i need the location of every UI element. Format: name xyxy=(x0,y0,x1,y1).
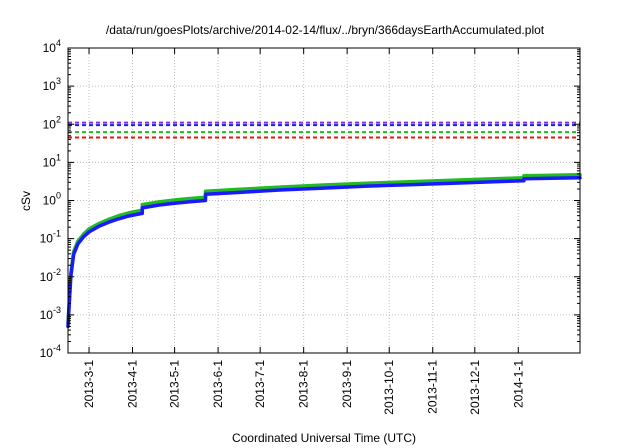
y-tick-exponent: 2 xyxy=(56,114,61,124)
y-tick-label: 102 xyxy=(43,114,61,131)
y-tick-exponent: 3 xyxy=(56,76,61,86)
y-axis-label: cSv xyxy=(19,191,33,211)
threshold-lines xyxy=(68,121,580,139)
x-tick-label: 2013-6-1 xyxy=(211,360,225,408)
x-axis-label: Coordinated Universal Time (UTC) xyxy=(232,431,416,445)
y-tick-label: 10-3 xyxy=(40,305,61,322)
y-tick-exponent: 0 xyxy=(56,191,61,201)
y-tick-exponent: 1 xyxy=(56,152,61,162)
x-tick-label: 2013-7-1 xyxy=(253,360,267,408)
y-tick-exponent: -3 xyxy=(53,305,61,315)
x-tick-label: 2013-5-1 xyxy=(168,360,182,408)
y-tick-label: 10-4 xyxy=(40,343,61,360)
chart-title: /data/run/goesPlots/archive/2014-02-14/f… xyxy=(106,23,545,37)
y-tick-base: 10 xyxy=(40,270,54,284)
y-tick-exponent: -4 xyxy=(53,343,61,353)
x-tick-label: 2013-11-1 xyxy=(426,360,440,414)
x-tick-label: 2014-1-1 xyxy=(511,360,525,408)
y-tick-label: 104 xyxy=(43,38,61,55)
y-tick-base: 10 xyxy=(43,194,57,208)
x-tick-label: 2013-10-1 xyxy=(382,360,396,415)
y-tick-label: 10-1 xyxy=(40,229,61,246)
x-tick-label: 2013-12-1 xyxy=(468,360,482,415)
y-tick-exponent: -2 xyxy=(53,267,61,277)
axis-ticks xyxy=(68,47,580,354)
y-tick-base: 10 xyxy=(40,308,54,322)
y-tick-base: 10 xyxy=(40,232,54,246)
x-tick-label: 2013-9-1 xyxy=(340,360,354,408)
y-tick-base: 10 xyxy=(43,117,57,131)
x-tick-labels: 2013-3-1 2013-4-1 2013-5-1 2013-6-1 2013-7-1… xyxy=(82,360,525,415)
y-tick-label: 101 xyxy=(43,152,61,169)
y-tick-label: 10-2 xyxy=(40,267,61,284)
y-tick-base: 10 xyxy=(40,346,54,360)
series-lines xyxy=(66,172,582,329)
x-tick-label: 2013-3-1 xyxy=(82,360,96,408)
grid xyxy=(68,48,580,353)
series-line xyxy=(66,176,582,329)
y-tick-base: 10 xyxy=(43,79,57,93)
y-tick-label: 103 xyxy=(43,76,61,93)
x-tick-label: 2013-4-1 xyxy=(126,360,140,408)
series-line xyxy=(66,172,582,326)
y-tick-label: 100 xyxy=(43,191,61,208)
y-tick-base: 10 xyxy=(43,155,57,169)
y-tick-exponent: 4 xyxy=(56,38,61,48)
y-tick-exponent: -1 xyxy=(53,229,61,239)
x-tick-label: 2013-8-1 xyxy=(297,360,311,408)
y-tick-base: 10 xyxy=(43,41,57,55)
